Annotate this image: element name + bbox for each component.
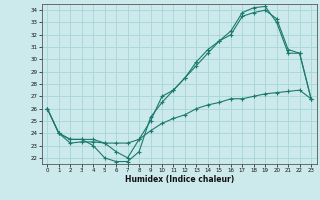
X-axis label: Humidex (Indice chaleur): Humidex (Indice chaleur)	[124, 175, 234, 184]
